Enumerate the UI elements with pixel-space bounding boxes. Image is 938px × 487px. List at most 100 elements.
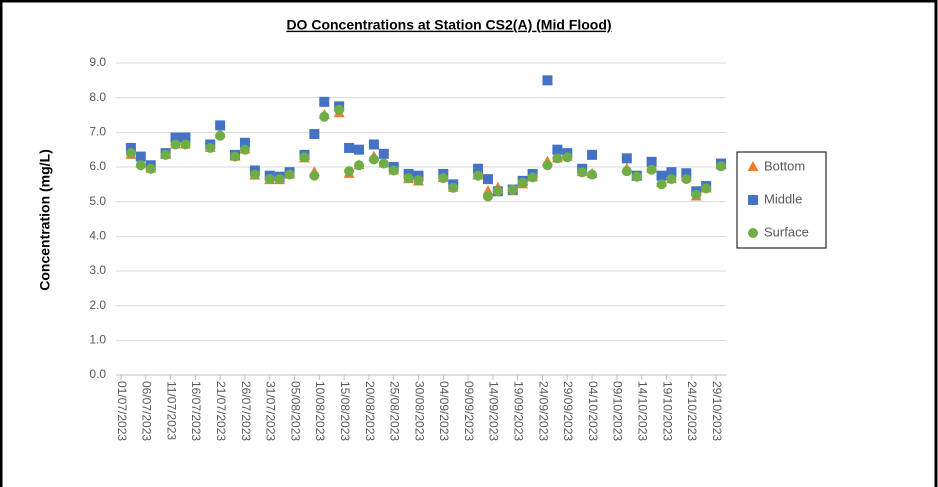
- data-point: [368, 139, 379, 150]
- data-point: [448, 182, 459, 193]
- data-point: [264, 174, 275, 185]
- data-point: [691, 189, 702, 200]
- x-tick-label: 30/08/2023: [412, 381, 426, 441]
- data-point: [527, 172, 538, 183]
- data-point: [170, 132, 181, 143]
- data-point: [230, 151, 241, 162]
- x-tick-label: 16/07/2023: [189, 381, 203, 441]
- data-point: [646, 156, 657, 167]
- data-point: [473, 163, 484, 174]
- x-tick-label: 24/10/2023: [685, 381, 699, 441]
- x-tick-label: 24/09/2023: [536, 381, 550, 441]
- data-point: [274, 174, 285, 185]
- data-point: [681, 174, 692, 185]
- data-point: [319, 96, 330, 107]
- data-point: [562, 152, 573, 163]
- legend-label: Surface: [764, 224, 809, 239]
- y-tick-label: 1.0: [89, 333, 106, 347]
- data-point: [542, 160, 553, 171]
- data-point: [309, 170, 320, 181]
- data-point: [239, 137, 250, 148]
- y-tick-label: 2.0: [89, 298, 106, 312]
- data-point: [621, 153, 632, 164]
- data-point: [631, 171, 642, 182]
- x-tick-label: 14/09/2023: [487, 381, 501, 441]
- data-point: [180, 139, 191, 150]
- x-tick-label: 11/07/2023: [164, 381, 178, 440]
- data-point: [552, 153, 563, 164]
- data-point: [180, 132, 191, 143]
- data-point: [656, 179, 667, 190]
- legend-marker: [748, 228, 758, 238]
- data-point: [344, 166, 355, 177]
- data-point: [378, 148, 389, 159]
- data-point: [125, 148, 136, 159]
- x-tick-label: 29/10/2023: [710, 381, 724, 441]
- x-tick-label: 19/09/2023: [512, 381, 526, 441]
- data-point: [507, 184, 518, 195]
- data-point: [587, 149, 598, 160]
- data-point: [577, 167, 588, 178]
- x-tick-label: 25/08/2023: [388, 381, 402, 441]
- data-point: [135, 160, 146, 171]
- data-point: [239, 144, 250, 155]
- data-point: [215, 130, 226, 141]
- x-tick-label: 01/07/2023: [115, 381, 129, 441]
- x-tick-label: 21/07/2023: [214, 381, 228, 441]
- y-tick-label: 7.0: [89, 125, 106, 139]
- data-point: [354, 144, 365, 155]
- data-point: [145, 163, 156, 174]
- data-point: [681, 168, 692, 179]
- data-point: [215, 120, 226, 131]
- y-tick-label: 8.0: [89, 90, 106, 104]
- data-point: [284, 169, 295, 180]
- legend-marker: [748, 195, 758, 205]
- data-point: [319, 111, 330, 122]
- y-axis-label: Concentration (mg/L): [37, 149, 53, 291]
- data-point: [334, 104, 345, 115]
- data-point: [716, 161, 727, 172]
- x-tick-label: 04/09/2023: [437, 381, 451, 441]
- data-point: [368, 154, 379, 165]
- data-point: [438, 173, 449, 184]
- data-point: [160, 149, 171, 160]
- data-point: [701, 183, 712, 194]
- legend-label: Middle: [764, 191, 802, 206]
- data-point: [646, 164, 657, 175]
- y-tick-label: 4.0: [89, 229, 106, 243]
- data-point: [492, 186, 503, 197]
- data-point: [205, 142, 216, 153]
- data-point: [482, 174, 493, 185]
- data-point: [666, 174, 677, 185]
- x-tick-label: 06/07/2023: [140, 381, 154, 441]
- data-point: [299, 152, 310, 163]
- x-tick-label: 10/08/2023: [313, 381, 327, 441]
- x-tick-label: 04/10/2023: [586, 381, 600, 441]
- data-point: [378, 158, 389, 169]
- y-tick-label: 5.0: [89, 194, 106, 208]
- data-point: [482, 191, 493, 202]
- data-point: [388, 165, 399, 176]
- data-point: [413, 175, 424, 186]
- data-point: [552, 144, 563, 155]
- x-tick-label: 05/08/2023: [288, 381, 302, 441]
- y-tick-label: 0.0: [89, 367, 106, 381]
- data-point: [587, 169, 598, 180]
- data-point: [249, 169, 260, 180]
- data-point: [517, 177, 528, 188]
- y-tick-label: 3.0: [89, 263, 106, 277]
- data-point: [621, 166, 632, 177]
- data-point: [354, 160, 365, 171]
- x-tick-label: 09/09/2023: [462, 381, 476, 441]
- x-tick-label: 29/09/2023: [561, 381, 575, 441]
- data-point: [344, 142, 355, 153]
- data-point: [135, 151, 146, 162]
- x-tick-label: 31/07/2023: [264, 381, 278, 441]
- x-tick-label: 20/08/2023: [363, 381, 377, 441]
- data-point: [666, 167, 677, 178]
- y-tick-label: 6.0: [89, 159, 106, 173]
- x-tick-label: 15/08/2023: [338, 381, 352, 441]
- data-point: [309, 129, 320, 140]
